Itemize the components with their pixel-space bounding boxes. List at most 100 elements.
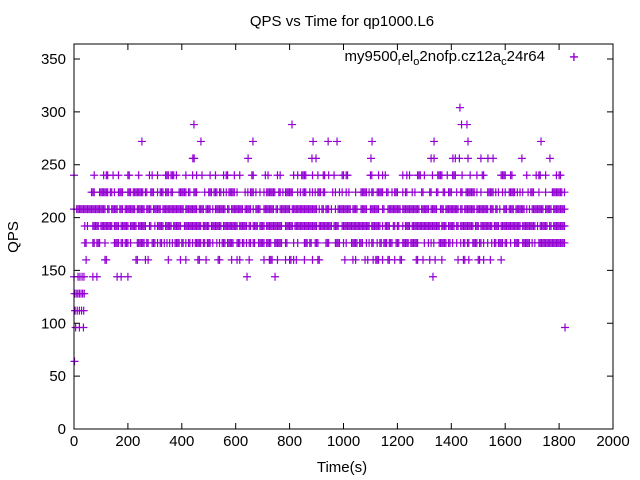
data-point [276,171,285,180]
data-point [366,154,375,163]
data-point [288,120,297,129]
data-point [476,154,485,163]
data-point [301,171,310,180]
data-point [114,171,123,180]
data-point [315,255,324,264]
y-tick-label: 100 [41,315,66,332]
data-point [330,171,339,180]
data-point [92,272,101,281]
data-point [351,255,360,264]
data-point [198,171,207,180]
data-points [70,52,578,366]
data-point [211,171,220,180]
data-point [455,103,464,112]
data-point [244,154,253,163]
data-point [431,255,440,264]
data-point [560,238,569,247]
legend-label: my9500relo2nofp.cz12ac24r64 [345,48,545,68]
data-point [541,171,550,180]
data-point [195,255,204,264]
x-tick-label: 1600 [489,433,522,450]
data-point [235,255,244,264]
data-point [367,171,376,180]
legend-subscript: c [501,56,507,68]
data-point [464,137,473,146]
x-tick-label: 1000 [327,433,360,450]
plot-border [73,43,614,430]
legend-text-part: 2nofp.cz12a [419,48,501,65]
data-point [455,154,464,163]
data-point [82,255,91,264]
data-point [489,154,498,163]
data-point [189,120,198,129]
data-point [561,323,570,332]
x-tick-label: 800 [277,433,302,450]
data-point [82,238,91,247]
data-point [560,205,569,214]
data-point [333,137,342,146]
data-point [545,154,554,163]
x-tick-label: 1200 [381,433,414,450]
data-point [190,154,199,163]
y-tick-label: 350 [41,51,66,68]
y-axis-label: QPS [5,221,22,253]
data-point [309,137,318,146]
data-point [164,255,173,264]
data-point [410,188,419,197]
x-tick-label: 200 [115,433,140,450]
data-point [264,171,273,180]
data-point [405,171,414,180]
data-point [430,137,439,146]
data-point [419,255,428,264]
data-point [560,188,569,197]
data-point [430,154,439,163]
data-point [466,171,475,180]
data-point [560,222,569,231]
data-point [324,238,333,247]
data-point [153,171,162,180]
data-point [312,154,321,163]
data-point [172,171,181,180]
data-point [168,188,177,197]
data-point [479,171,488,180]
data-point [497,255,506,264]
x-tick-label: 2000 [596,433,629,450]
data-point [79,323,88,332]
data-point [235,171,244,180]
data-point [79,272,88,281]
legend-subscript: o [413,56,419,68]
data-point [381,171,390,180]
data-point [70,357,79,366]
axis-ticks: 0 200 400 600 800 1000 1200 1400 1600 1800 2000 0 50… [41,44,630,450]
y-tick-label: 150 [41,262,66,279]
legend: my9500relo2nofp.cz12ac24r64 [345,48,578,68]
data-point [126,238,135,247]
data-point [181,171,190,180]
x-tick-label: 400 [169,433,194,450]
data-point [223,171,232,180]
data-point [273,255,282,264]
legend-marker-plus [570,53,578,61]
data-point [123,272,132,281]
data-point [196,137,205,146]
data-point [192,188,201,197]
data-point [80,289,89,298]
data-point [340,255,349,264]
data-point [133,255,142,264]
data-point [507,171,516,180]
data-point [100,238,109,247]
data-point [428,272,437,281]
data-point [324,137,333,146]
data-point [413,238,422,247]
data-point [368,137,377,146]
data-point [90,171,99,180]
x-tick-label: 1800 [542,433,575,450]
data-point [419,188,428,197]
data-point [79,306,88,315]
legend-text-part: el [402,48,414,65]
x-tick-label: 1400 [435,433,468,450]
data-point [476,188,485,197]
data-point [248,137,257,146]
data-point [271,272,280,281]
